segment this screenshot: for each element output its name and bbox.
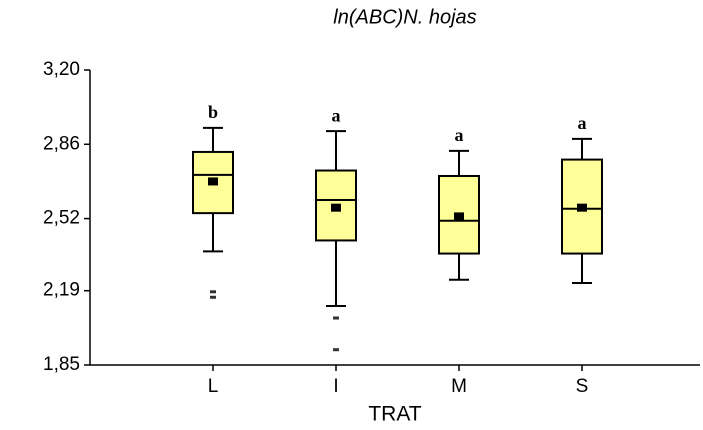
group-letter: a (455, 125, 464, 145)
group-letter: a (332, 105, 341, 125)
mean-marker (577, 203, 587, 212)
outlier (333, 348, 339, 352)
x-tick-label: S (576, 376, 589, 397)
group-letter: a (578, 113, 587, 133)
y-tick-label: 2,52 (43, 208, 80, 229)
y-tick-label: 3,20 (43, 59, 80, 80)
outlier (333, 316, 339, 320)
chart-title: ln(ABC)N. hojas (333, 6, 476, 28)
x-axis-label: TRAT (368, 403, 421, 426)
mean-marker (331, 203, 341, 212)
mean-marker (454, 212, 464, 221)
x-tick-label: M (451, 376, 467, 397)
group-letter: b (208, 102, 218, 122)
y-tick-label: 1,85 (43, 354, 80, 375)
outlier (210, 295, 216, 299)
outlier (210, 290, 216, 294)
mean-marker (208, 177, 218, 186)
x-tick-label: I (333, 376, 338, 397)
x-tick-label: L (208, 376, 219, 397)
box (438, 174, 480, 255)
y-tick-label: 2,86 (43, 133, 80, 154)
y-tick-label: 2,19 (43, 280, 80, 301)
